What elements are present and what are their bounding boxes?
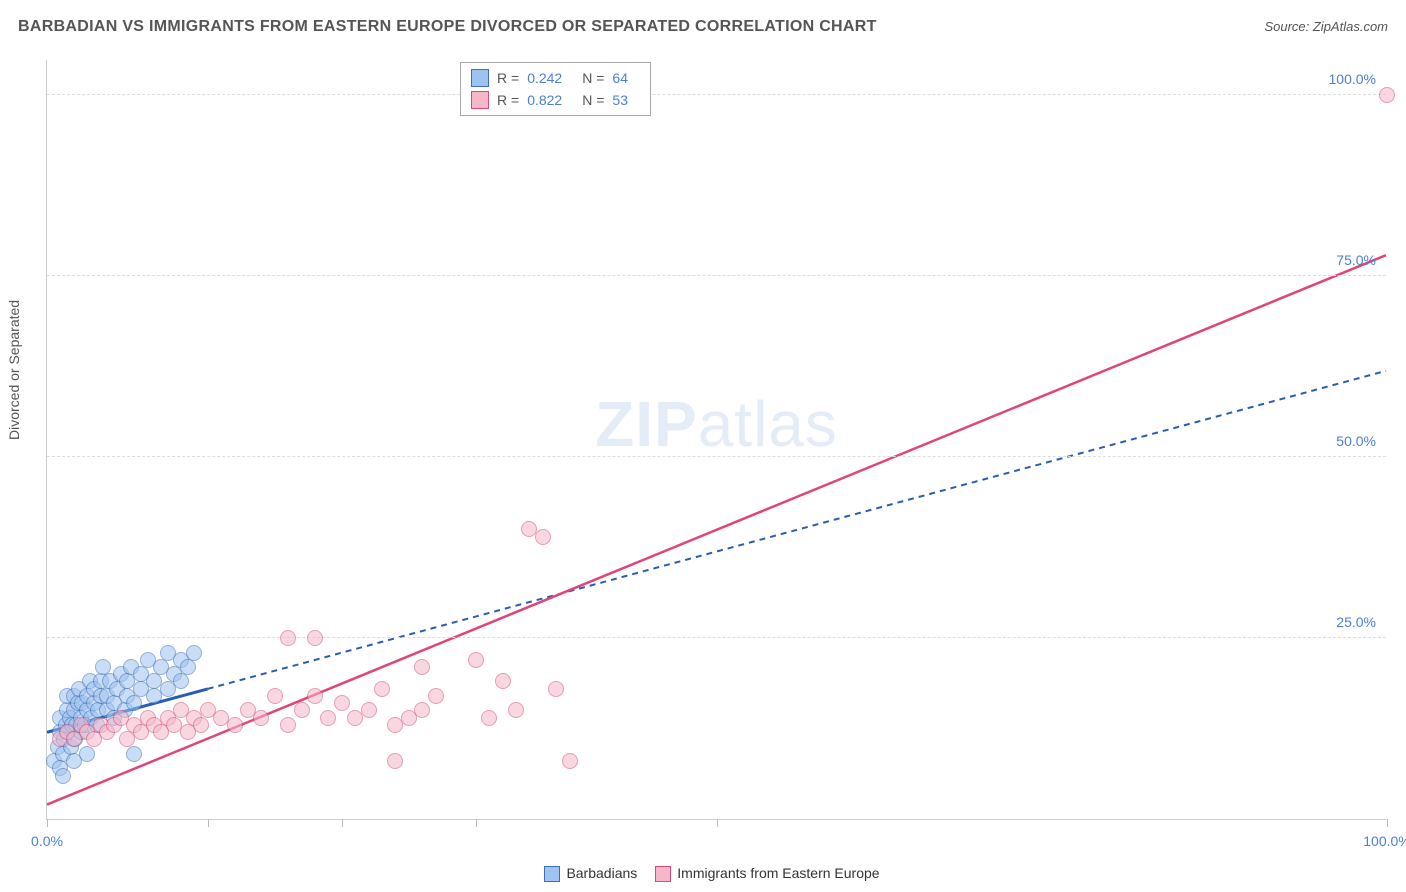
data-point [55, 768, 71, 784]
data-point [126, 746, 142, 762]
data-point [495, 673, 511, 689]
data-point [307, 688, 323, 704]
data-point [334, 695, 350, 711]
data-point [481, 710, 497, 726]
data-point [253, 710, 269, 726]
data-point [428, 688, 444, 704]
y-tick-label: 100.0% [1329, 71, 1376, 87]
data-point [508, 702, 524, 718]
data-point [126, 695, 142, 711]
legend-n-label: N = [582, 70, 604, 86]
data-point [186, 645, 202, 661]
data-point [468, 652, 484, 668]
legend-r-label: R = [497, 70, 519, 86]
data-point [562, 753, 578, 769]
correlation-legend: R = 0.242 N = 64 R = 0.822 N = 53 [460, 62, 651, 116]
legend-row: R = 0.822 N = 53 [471, 89, 640, 111]
legend-r-value: 0.822 [527, 92, 562, 108]
data-point [280, 717, 296, 733]
scatter-plot-area: ZIPatlas 25.0%50.0%75.0%100.0%0.0%100.0% [46, 60, 1386, 820]
data-point [294, 702, 310, 718]
legend-r-label: R = [497, 92, 519, 108]
y-tick-label: 75.0% [1336, 252, 1376, 268]
data-point [320, 710, 336, 726]
legend-label: Barbadians [566, 865, 637, 881]
x-tick [1387, 819, 1388, 827]
y-tick-label: 25.0% [1336, 614, 1376, 630]
data-point [307, 630, 323, 646]
y-axis-label: Divorced or Separated [6, 300, 22, 440]
x-tick [342, 819, 343, 827]
data-point [548, 681, 564, 697]
legend-swatch [471, 91, 489, 109]
gridline [47, 275, 1386, 276]
legend-r-value: 0.242 [527, 70, 562, 86]
data-point [374, 681, 390, 697]
legend-n-label: N = [582, 92, 604, 108]
gridline [47, 456, 1386, 457]
data-point [414, 702, 430, 718]
chart-title: BARBADIAN VS IMMIGRANTS FROM EASTERN EUR… [18, 18, 877, 36]
data-point [267, 688, 283, 704]
gridline [47, 637, 1386, 638]
x-tick [717, 819, 718, 827]
series-legend: Barbadians Immigrants from Eastern Europe [0, 865, 1406, 882]
legend-n-value: 53 [612, 92, 628, 108]
source-label: Source: ZipAtlas.com [1264, 19, 1388, 34]
data-point [227, 717, 243, 733]
data-point [414, 659, 430, 675]
x-tick-label: 100.0% [1363, 833, 1406, 849]
x-tick [47, 819, 48, 827]
x-tick-label: 0.0% [31, 833, 63, 849]
legend-row: R = 0.242 N = 64 [471, 67, 640, 89]
data-point [361, 702, 377, 718]
legend-swatch [544, 866, 560, 882]
data-point [280, 630, 296, 646]
y-tick-label: 50.0% [1336, 433, 1376, 449]
legend-label: Immigrants from Eastern Europe [677, 865, 879, 881]
data-point [173, 673, 189, 689]
x-tick [476, 819, 477, 827]
legend-swatch [655, 866, 671, 882]
data-point [79, 746, 95, 762]
gridline [47, 94, 1386, 95]
data-point [180, 659, 196, 675]
legend-n-value: 64 [612, 70, 628, 86]
x-tick [208, 819, 209, 827]
data-point [387, 753, 403, 769]
data-point [193, 717, 209, 733]
data-point [1379, 87, 1395, 103]
data-point [535, 529, 551, 545]
legend-swatch [471, 69, 489, 87]
